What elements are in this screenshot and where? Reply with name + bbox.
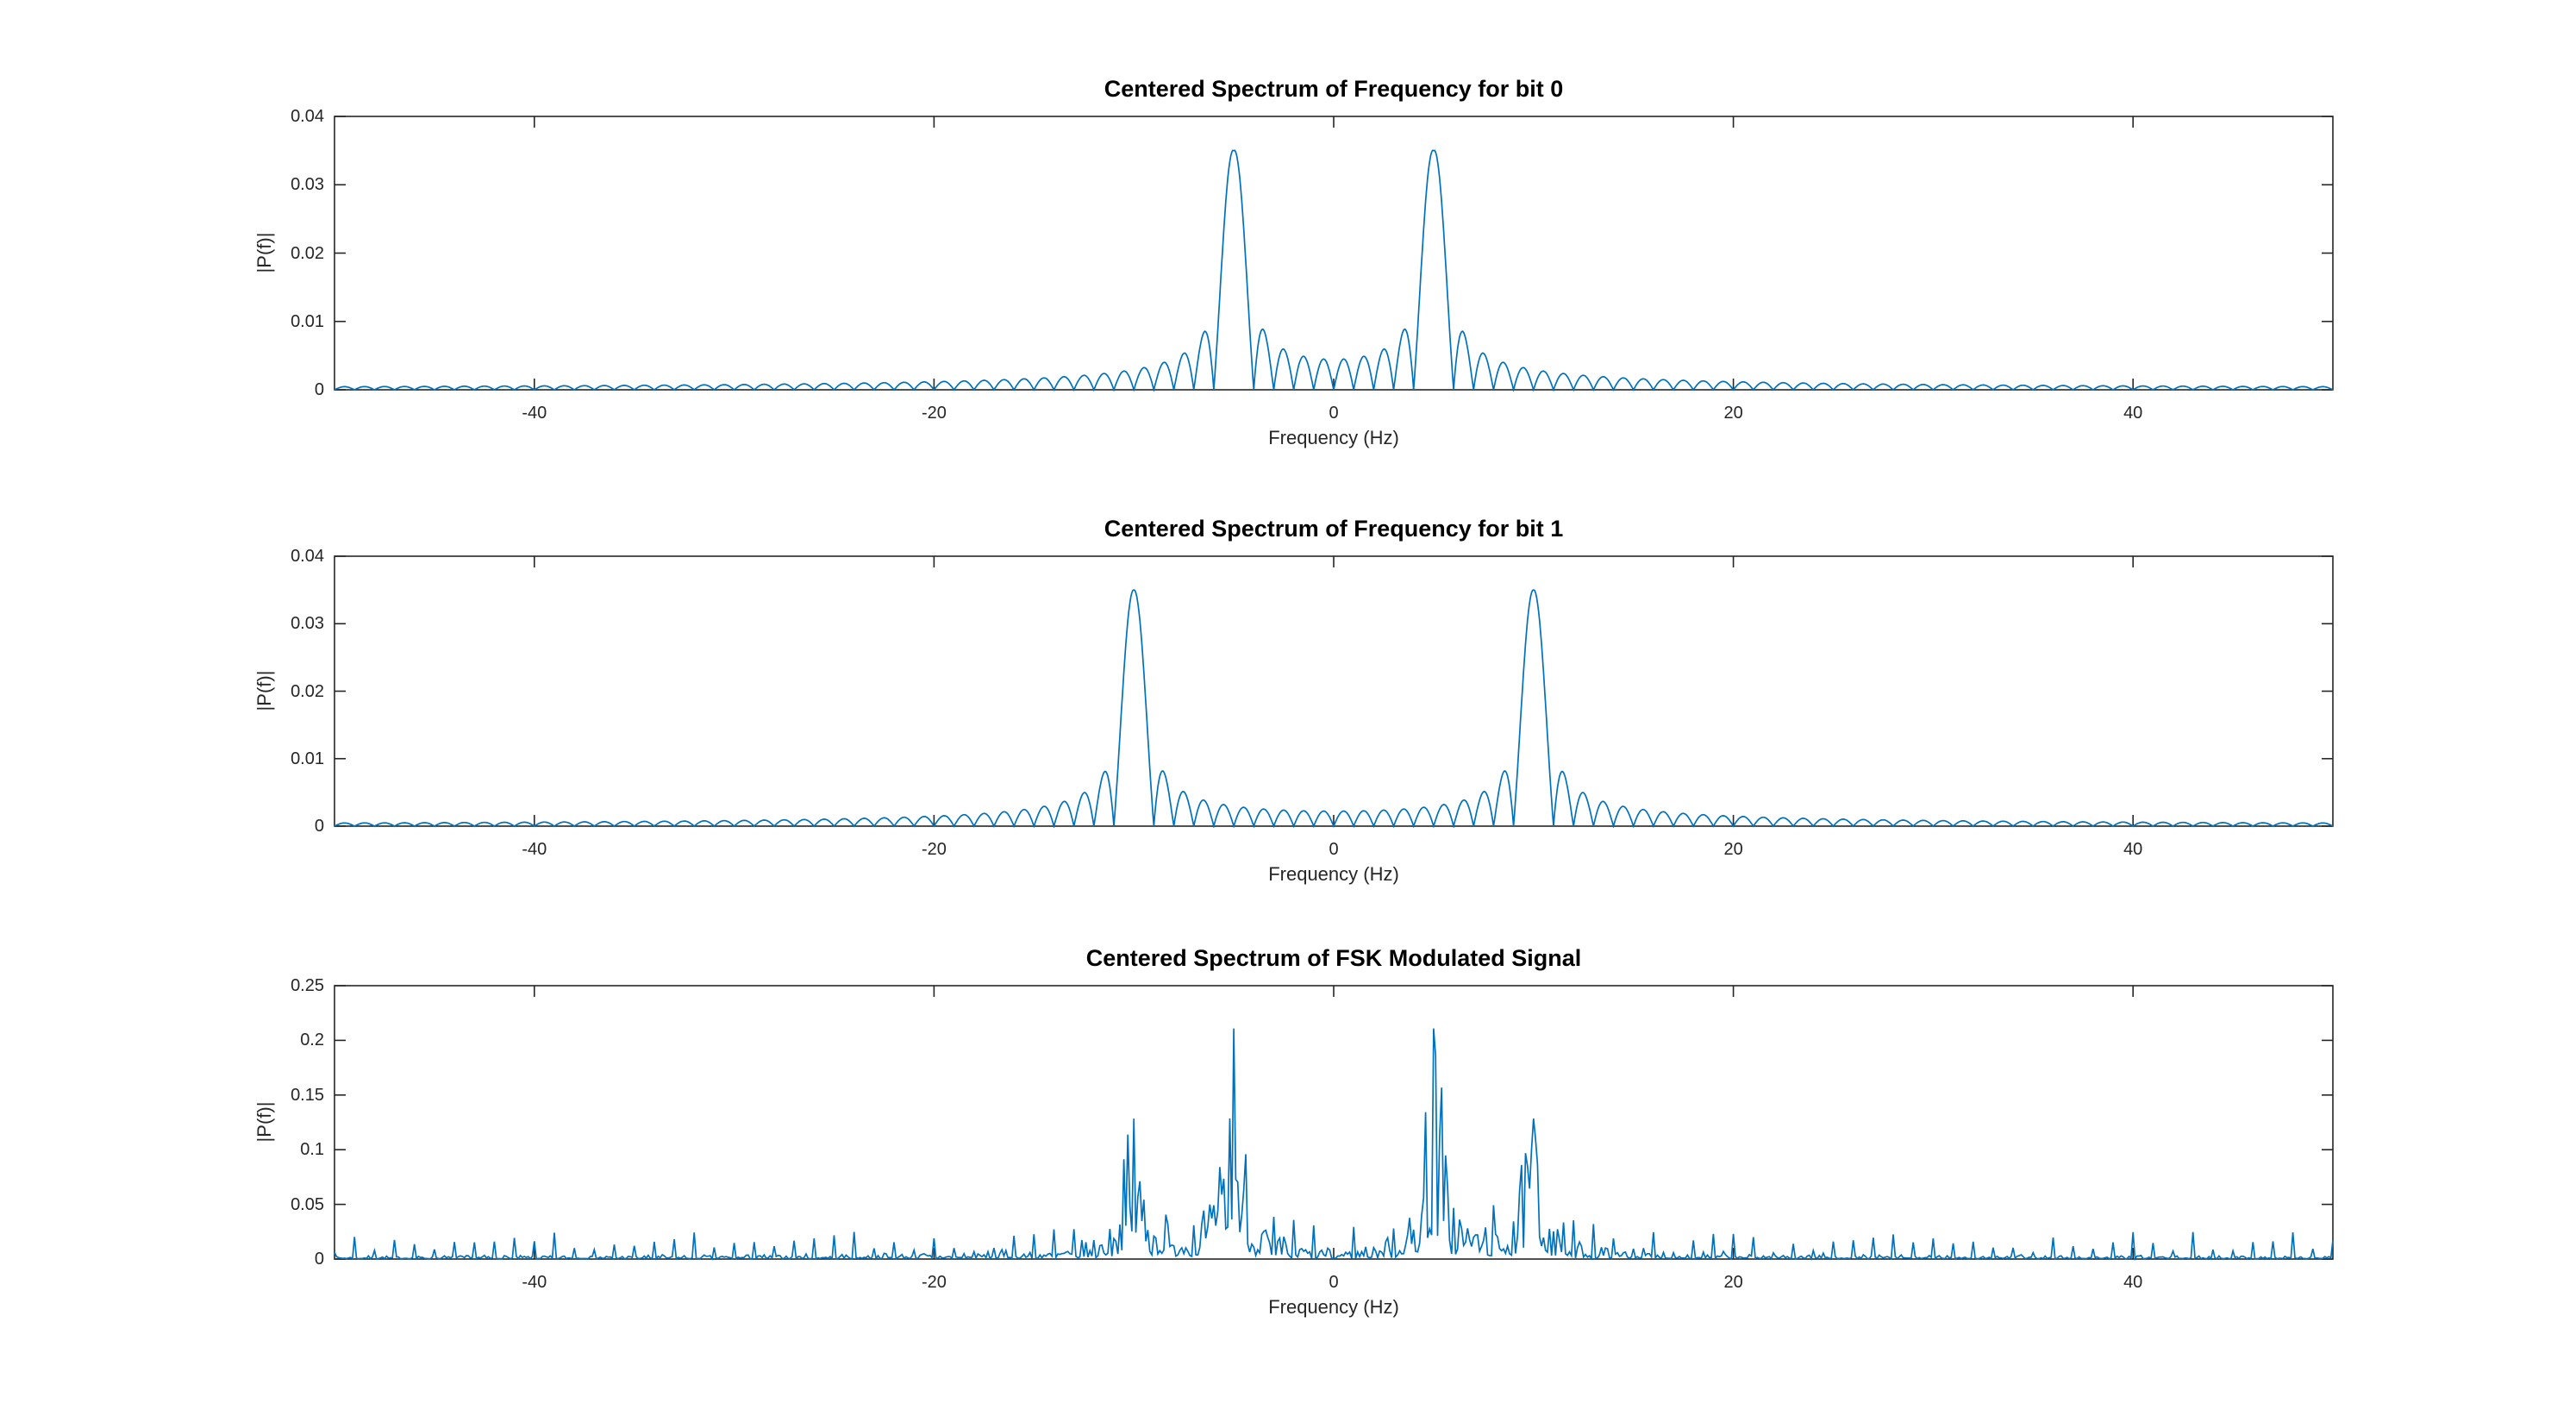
subplot-bit1-plot-area [334,555,2334,828]
x-tick-label: -40 [522,840,547,859]
axis-box [334,985,2334,1260]
y-tick-label: 0.01 [291,749,324,768]
y-tick-label: 0.05 [291,1194,324,1214]
y-tick-label: 0 [314,380,324,399]
subplot-fsk-title: Centered Spectrum of FSK Modulated Signa… [1085,945,1582,971]
y-tick-label: 0.01 [291,311,324,331]
subplot-fsk-plot-area [334,985,2334,1261]
x-tick-label: -20 [921,1273,947,1292]
y-tick-label: 0.15 [291,1085,324,1105]
spectrum-line-fsk-spectrum [334,1028,2334,1261]
y-tick-label: 0.03 [291,175,324,195]
subplot-bit1-xlabel: Frequency (Hz) [1268,863,1399,885]
x-tick-label: 0 [1329,840,1339,859]
x-tick-label: -40 [522,1273,547,1292]
y-tick-label: 0.2 [300,1031,324,1050]
subplot-bit1-title: Centered Spectrum of Frequency for bit 1 [1104,516,1564,542]
spectrum-line-bit0-spectrum [334,149,2334,392]
y-tick-label: 0.02 [291,681,324,701]
x-tick-label: -20 [921,404,947,423]
subplot-bit0-title: Centered Spectrum of Frequency for bit 0 [1104,76,1564,102]
subplot-fsk-xlabel: Frequency (Hz) [1268,1296,1399,1318]
axis-box [334,555,2334,827]
x-tick-label: 40 [2123,404,2143,423]
y-tick-label: 0.1 [300,1140,324,1160]
x-tick-label: 20 [1723,1273,1743,1292]
x-tick-label: 20 [1723,840,1743,859]
axis-box [334,116,2334,391]
subplot-bit0-plot-area [334,116,2334,392]
y-tick-label: 0.25 [291,976,324,995]
y-tick-label: 0 [314,1250,324,1269]
x-tick-label: 40 [2123,840,2143,859]
subplot-bit0-xlabel: Frequency (Hz) [1268,427,1399,448]
y-tick-label: 0.03 [291,614,324,634]
x-tick-label: 0 [1329,1273,1339,1292]
y-tick-label: 0 [314,817,324,836]
subplot-fsk-ylabel: |P(f)| [253,1101,275,1143]
y-tick-label: 0.04 [291,107,324,126]
spectrum-line-bit1-spectrum [334,589,2334,828]
x-tick-label: -40 [522,404,547,423]
y-tick-label: 0.04 [291,547,324,566]
y-tick-label: 0.02 [291,243,324,263]
x-tick-label: 0 [1329,404,1339,423]
x-tick-label: 40 [2123,1273,2143,1292]
x-tick-label: 20 [1723,404,1743,423]
x-tick-label: -20 [921,840,947,859]
